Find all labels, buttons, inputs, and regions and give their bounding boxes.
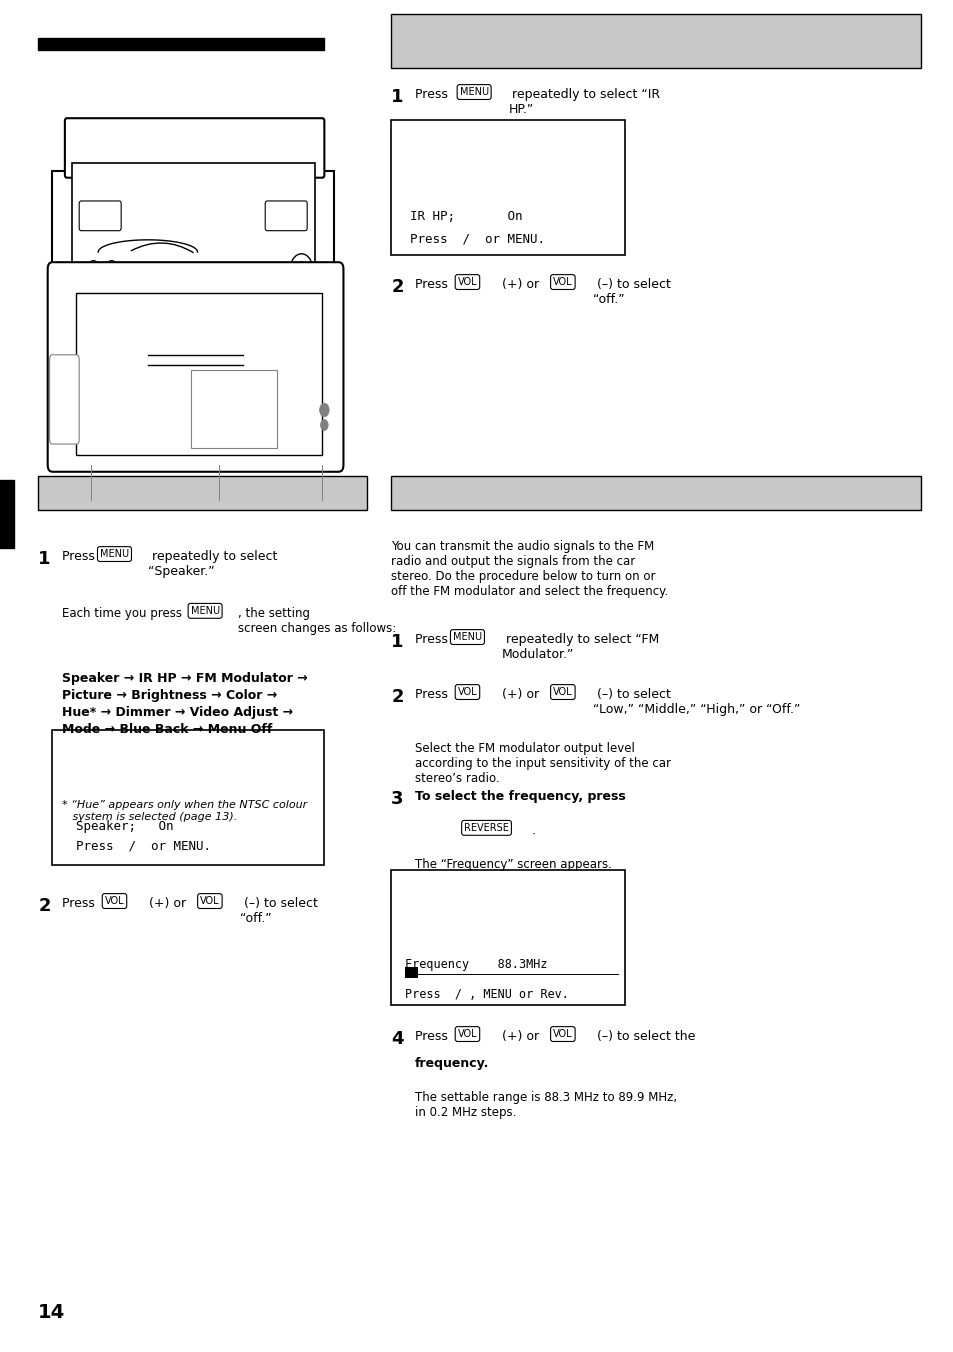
Text: 4: 4 bbox=[391, 1030, 403, 1048]
FancyBboxPatch shape bbox=[79, 201, 121, 231]
Text: The “Frequency” screen appears.: The “Frequency” screen appears. bbox=[415, 857, 611, 871]
Text: The settable range is 88.3 MHz to 89.9 MHz,
in 0.2 MHz steps.: The settable range is 88.3 MHz to 89.9 M… bbox=[415, 1091, 677, 1119]
Text: Each time you press: Each time you press bbox=[62, 607, 186, 619]
Text: You can transmit the audio signals to the FM
radio and output the signals from t: You can transmit the audio signals to th… bbox=[391, 539, 668, 598]
Text: (–) to select
“off.”: (–) to select “off.” bbox=[240, 896, 318, 925]
Text: MENU: MENU bbox=[191, 606, 219, 617]
Text: MENU: MENU bbox=[100, 549, 129, 560]
Text: MENU: MENU bbox=[453, 631, 481, 642]
Text: 1: 1 bbox=[391, 633, 403, 652]
Text: (–) to select
“off.”: (–) to select “off.” bbox=[593, 279, 671, 306]
Text: 2: 2 bbox=[391, 279, 403, 296]
Text: VOL: VOL bbox=[553, 687, 572, 698]
Text: (–) to select
“Low,” “Middle,” “High,” or “Off.”: (–) to select “Low,” “Middle,” “High,” o… bbox=[593, 688, 800, 717]
Text: 14: 14 bbox=[38, 1303, 66, 1322]
Bar bbox=[405, 967, 417, 977]
Text: (+) or: (+) or bbox=[497, 1030, 542, 1042]
Text: IR HP;       On: IR HP; On bbox=[410, 210, 522, 223]
Text: 1: 1 bbox=[391, 88, 403, 105]
Text: .: . bbox=[531, 823, 535, 837]
Text: 2: 2 bbox=[391, 688, 403, 706]
Text: Press  /  or MENU.: Press / or MENU. bbox=[410, 233, 545, 245]
FancyBboxPatch shape bbox=[191, 369, 276, 448]
Text: (–) to select the: (–) to select the bbox=[593, 1030, 695, 1059]
Text: VOL: VOL bbox=[457, 687, 476, 698]
Text: Speaker;   On: Speaker; On bbox=[76, 821, 173, 833]
FancyBboxPatch shape bbox=[38, 476, 367, 510]
Circle shape bbox=[62, 403, 71, 416]
Text: Press: Press bbox=[415, 1030, 452, 1042]
Text: VOL: VOL bbox=[457, 1029, 476, 1040]
Text: Press  /  or MENU.: Press / or MENU. bbox=[76, 840, 212, 853]
FancyBboxPatch shape bbox=[38, 38, 324, 50]
FancyBboxPatch shape bbox=[71, 164, 314, 285]
Text: * “Hue” appears only when the NTSC colour
   system is selected (page 13).: * “Hue” appears only when the NTSC colou… bbox=[62, 800, 307, 822]
Text: REVERSE: REVERSE bbox=[463, 823, 509, 833]
Text: , the setting
screen changes as follows:: , the setting screen changes as follows: bbox=[238, 607, 396, 635]
Circle shape bbox=[320, 419, 328, 430]
Text: Speaker → IR HP → FM Modulator →
Picture → Brightness → Color →
Hue* → Dimmer → : Speaker → IR HP → FM Modulator → Picture… bbox=[62, 672, 308, 735]
Text: repeatedly to select “FM
Modulator.”: repeatedly to select “FM Modulator.” bbox=[501, 633, 659, 661]
Text: Press: Press bbox=[415, 633, 452, 646]
Text: Press: Press bbox=[62, 550, 99, 562]
Circle shape bbox=[319, 403, 329, 416]
Text: repeatedly to select “IR
HP.”: repeatedly to select “IR HP.” bbox=[508, 88, 659, 116]
Text: 3: 3 bbox=[391, 790, 403, 808]
Text: 2: 2 bbox=[38, 896, 51, 915]
Text: repeatedly to select
“Speaker.”: repeatedly to select “Speaker.” bbox=[148, 550, 277, 579]
Text: Press: Press bbox=[415, 688, 452, 700]
FancyBboxPatch shape bbox=[52, 170, 334, 339]
FancyBboxPatch shape bbox=[52, 730, 324, 865]
Text: frequency.: frequency. bbox=[415, 1057, 489, 1069]
Text: MENU: MENU bbox=[459, 87, 488, 97]
Text: Press: Press bbox=[415, 88, 452, 101]
FancyBboxPatch shape bbox=[50, 354, 79, 443]
FancyBboxPatch shape bbox=[0, 480, 14, 548]
Text: Press  / , MENU or Rev.: Press / , MENU or Rev. bbox=[405, 988, 569, 1000]
Text: (+) or: (+) or bbox=[497, 688, 542, 700]
Text: VOL: VOL bbox=[457, 277, 476, 287]
FancyBboxPatch shape bbox=[391, 476, 920, 510]
Text: (+) or: (+) or bbox=[145, 896, 190, 910]
Text: Select the FM modulator output level
according to the input sensitivity of the c: Select the FM modulator output level acc… bbox=[415, 742, 670, 786]
FancyBboxPatch shape bbox=[391, 120, 624, 256]
Text: VOL: VOL bbox=[105, 896, 124, 906]
FancyBboxPatch shape bbox=[65, 118, 324, 177]
FancyBboxPatch shape bbox=[391, 869, 624, 1005]
Circle shape bbox=[62, 422, 71, 435]
Text: Press: Press bbox=[415, 279, 452, 291]
Text: VOL: VOL bbox=[553, 277, 572, 287]
Text: To select the frequency, press: To select the frequency, press bbox=[415, 790, 625, 803]
Text: Press: Press bbox=[62, 896, 99, 910]
Text: VOL: VOL bbox=[553, 1029, 572, 1040]
FancyBboxPatch shape bbox=[391, 14, 920, 68]
FancyBboxPatch shape bbox=[265, 201, 307, 231]
Text: Frequency    88.3MHz: Frequency 88.3MHz bbox=[405, 959, 547, 971]
FancyBboxPatch shape bbox=[48, 262, 343, 472]
Text: VOL: VOL bbox=[200, 896, 219, 906]
Text: 1: 1 bbox=[38, 550, 51, 568]
FancyBboxPatch shape bbox=[76, 293, 322, 456]
Text: (+) or: (+) or bbox=[497, 279, 542, 291]
